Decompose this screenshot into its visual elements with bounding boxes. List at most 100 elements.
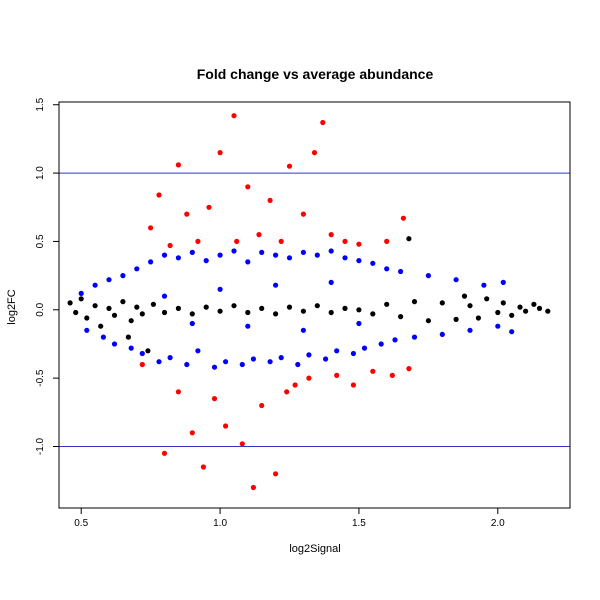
data-point-blue bbox=[148, 259, 154, 265]
data-point-red bbox=[320, 119, 326, 126]
data-point-black bbox=[536, 305, 543, 311]
data-point-red bbox=[273, 471, 279, 477]
data-point-black bbox=[111, 312, 118, 318]
data-point-red bbox=[342, 238, 348, 244]
data-point-black bbox=[300, 308, 306, 314]
data-point-red bbox=[250, 484, 256, 491]
data-point-blue bbox=[278, 355, 284, 361]
data-point-blue bbox=[111, 341, 118, 347]
data-point-red bbox=[389, 372, 395, 378]
data-point-black bbox=[161, 309, 168, 316]
data-point-black bbox=[370, 311, 376, 317]
data-point-blue bbox=[217, 252, 223, 258]
data-point-black bbox=[411, 299, 418, 305]
data-point-black bbox=[314, 303, 320, 309]
data-point-blue bbox=[106, 277, 112, 283]
y-tick-label: 1.0 bbox=[35, 166, 46, 180]
data-point-blue bbox=[300, 249, 306, 255]
data-point-blue bbox=[500, 279, 506, 285]
data-point-blue bbox=[356, 320, 362, 327]
data-point-black bbox=[106, 305, 112, 311]
data-point-blue bbox=[411, 334, 418, 340]
data-point-black bbox=[78, 296, 84, 302]
data-point-black bbox=[98, 323, 104, 329]
data-point-black bbox=[439, 300, 445, 306]
data-point-blue bbox=[223, 359, 229, 365]
data-point-red bbox=[156, 192, 162, 198]
data-point-blue bbox=[392, 337, 398, 343]
data-point-blue bbox=[195, 348, 201, 354]
data-point-red bbox=[400, 215, 406, 221]
data-point-black bbox=[328, 309, 334, 316]
data-point-black bbox=[273, 311, 279, 317]
data-point-red bbox=[328, 232, 334, 238]
data-point-black bbox=[145, 348, 151, 354]
data-point-red bbox=[370, 368, 376, 374]
data-point-red bbox=[175, 162, 181, 168]
data-point-black bbox=[484, 296, 490, 302]
x-tick-label: 2.0 bbox=[491, 518, 505, 529]
data-point-red bbox=[245, 184, 251, 190]
data-point-red bbox=[175, 389, 181, 395]
data-point-red bbox=[211, 396, 218, 402]
data-point-red bbox=[231, 113, 237, 119]
data-point-black bbox=[150, 301, 156, 307]
y-tick-label: 1.5 bbox=[35, 97, 46, 111]
data-point-blue bbox=[203, 258, 209, 264]
data-point-blue bbox=[156, 359, 162, 365]
data-point-red bbox=[384, 238, 390, 244]
data-point-blue bbox=[378, 341, 384, 347]
data-point-blue bbox=[231, 248, 237, 254]
data-point-red bbox=[223, 423, 229, 429]
data-point-blue bbox=[259, 249, 265, 255]
data-point-blue bbox=[314, 252, 320, 258]
data-point-black bbox=[67, 300, 73, 306]
data-point-black bbox=[495, 309, 501, 316]
data-point-black bbox=[356, 307, 362, 313]
y-tick-label: -1.0 bbox=[35, 437, 46, 455]
data-point-blue bbox=[245, 259, 251, 265]
data-point-black bbox=[517, 304, 523, 310]
data-point-blue bbox=[334, 348, 340, 354]
data-point-blue bbox=[139, 350, 145, 357]
data-point-blue bbox=[342, 255, 348, 261]
data-point-blue bbox=[467, 327, 473, 333]
data-point-black bbox=[398, 314, 404, 320]
data-point-red bbox=[139, 361, 145, 368]
y-tick-label: 0.5 bbox=[35, 234, 46, 248]
data-point-blue bbox=[78, 290, 84, 296]
data-point-red bbox=[184, 211, 190, 217]
data-point-blue bbox=[361, 345, 368, 351]
data-point-blue bbox=[100, 334, 106, 340]
y-tick-label: -0.5 bbox=[35, 369, 46, 387]
data-point-blue bbox=[350, 350, 356, 357]
data-point-blue bbox=[425, 273, 431, 279]
data-point-red bbox=[256, 232, 262, 238]
data-point-red bbox=[286, 163, 293, 169]
data-point-blue bbox=[453, 277, 459, 283]
x-tick-label: 1.0 bbox=[213, 518, 227, 529]
data-point-red bbox=[234, 238, 240, 244]
data-point-red bbox=[148, 225, 154, 231]
data-point-black bbox=[120, 299, 126, 305]
data-point-blue bbox=[295, 361, 301, 368]
data-point-black bbox=[425, 318, 431, 324]
data-point-blue bbox=[84, 327, 90, 333]
data-point-blue bbox=[398, 268, 404, 275]
data-point-black bbox=[231, 303, 237, 309]
chart-title: Fold change vs average abundance bbox=[197, 66, 434, 82]
plot-area: 0.5 1.0 1.5 2.0 -1.0 -0.5 0.0 0.5 1.0 1.5 bbox=[35, 97, 571, 529]
data-point-blue bbox=[328, 248, 334, 254]
data-point-black bbox=[286, 304, 293, 310]
data-point-blue bbox=[370, 260, 376, 266]
data-point-blue bbox=[134, 266, 140, 272]
data-point-red bbox=[278, 238, 284, 244]
data-point-blue bbox=[161, 252, 168, 258]
data-point-red bbox=[161, 450, 168, 456]
data-point-black bbox=[406, 236, 412, 242]
data-point-black bbox=[139, 311, 145, 317]
data-point-black bbox=[128, 318, 134, 324]
data-point-black bbox=[189, 311, 195, 317]
y-tick-label: 0.0 bbox=[35, 302, 46, 316]
